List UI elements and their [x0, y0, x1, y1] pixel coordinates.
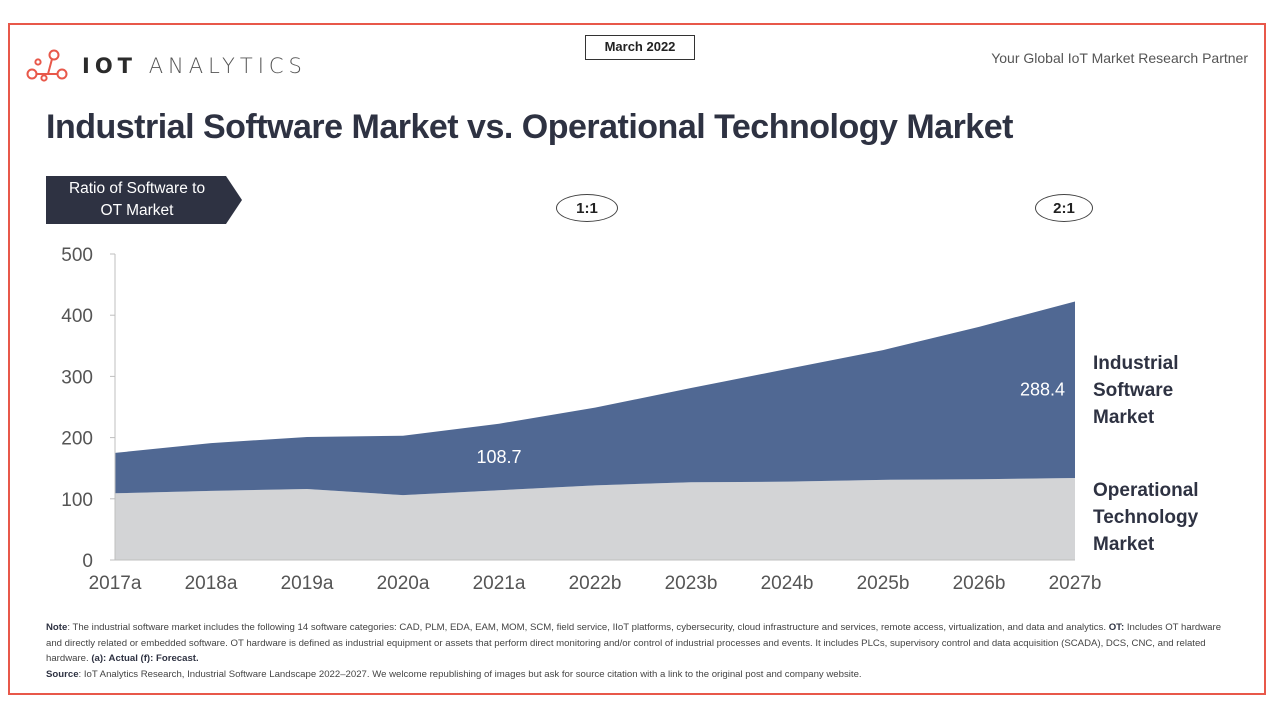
y-tick-label: 300	[61, 367, 93, 388]
ratio-tag-line2: OT Market	[100, 202, 174, 219]
source-text: : IoT Analytics Research, Industrial Sof…	[78, 668, 862, 680]
x-tick-label: 2019a	[281, 573, 334, 594]
x-tick-label: 2023b	[665, 573, 718, 594]
legend-software-line1: Industrial	[1093, 353, 1179, 374]
note-label: Note	[46, 622, 68, 633]
source-label: Source	[46, 668, 79, 680]
ratio-tag-label: Ratio of Software to OT Market	[46, 178, 228, 222]
legend-ot-line3: Market	[1093, 534, 1155, 555]
area-series-software	[115, 301, 1075, 496]
ratio-marker-2021: 1:1	[556, 194, 618, 222]
legend-ot-line1: Operational	[1093, 480, 1199, 501]
logo-text-light: ANALYTICS	[148, 54, 307, 78]
actual-forecast-note: (a): Actual (f): Forecast.	[91, 653, 199, 664]
data-label: 108.7	[476, 447, 521, 467]
legend-software: Industrial Software Market	[1093, 350, 1179, 431]
legend-ot-line2: Technology	[1093, 507, 1199, 528]
x-tick-label: 2021a	[473, 573, 526, 594]
y-tick-label: 500	[61, 245, 93, 266]
data-label: 288.4	[1020, 380, 1065, 400]
footnote-source: Source: IoT Analytics Research, Industri…	[46, 667, 1226, 683]
logo: IOT ANALYTICS	[24, 48, 307, 84]
ot-label: OT:	[1108, 622, 1125, 633]
network-nodes-icon	[26, 49, 68, 82]
x-tick-label: 2026b	[953, 573, 1006, 594]
ratio-marker-2027: 2:1	[1035, 194, 1093, 222]
y-tick-label: 0	[82, 551, 93, 572]
logo-text: IOT ANALYTICS	[82, 54, 307, 78]
area-series-ot	[115, 477, 1075, 560]
footnote: Note: The industrial software market inc…	[46, 620, 1226, 682]
x-tick-label: 2020a	[377, 573, 430, 594]
y-tick-label: 400	[61, 306, 93, 327]
x-tick-label: 2017a	[89, 573, 142, 594]
footnote-note: Note: The industrial software market inc…	[46, 620, 1226, 667]
x-tick-label: 2024b	[761, 573, 814, 594]
ratio-tag-arrow-shape	[46, 176, 242, 224]
legend-software-line3: Market	[1093, 407, 1155, 428]
legend-ot: Operational Technology Market	[1093, 477, 1199, 558]
x-tick-label: 2025b	[857, 573, 910, 594]
page-title: Industrial Software Market vs. Operation…	[46, 108, 1013, 146]
tagline: Your Global IoT Market Research Partner	[991, 50, 1248, 66]
logo-text-bold: IOT	[82, 54, 137, 78]
y-tick-label: 200	[61, 429, 93, 450]
legend-software-line2: Software	[1093, 380, 1174, 401]
x-tick-label: 2018a	[185, 573, 238, 594]
ratio-tag-line1: Ratio of Software to	[68, 180, 206, 197]
x-tick-label: 2022b	[569, 573, 622, 594]
ratio-tag: Ratio of Software to OT Market	[46, 176, 242, 224]
date-badge: March 2022	[585, 35, 695, 60]
note-text: : The industrial software market include…	[67, 622, 1109, 633]
y-tick-label: 100	[61, 490, 93, 511]
x-tick-label: 2027b	[1049, 573, 1102, 594]
ot-text: Includes OT hardware and directly relate…	[46, 622, 1222, 664]
